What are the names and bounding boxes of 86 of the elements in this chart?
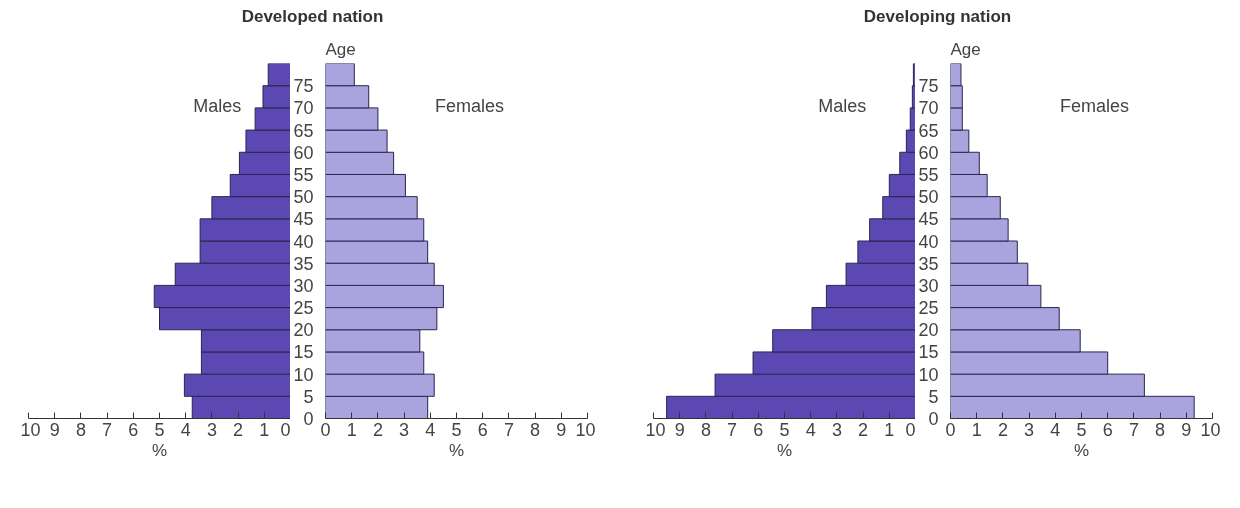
x-tick-label: 0 (320, 419, 331, 440)
x-tick-label: 7 (102, 419, 113, 440)
y-tick-label: 65 (918, 120, 939, 141)
chart-title: Developed nation (241, 6, 384, 28)
x-tick-label: 9 (674, 419, 685, 440)
y-tick-label: 5 (303, 386, 314, 407)
y-tick-label: 70 (918, 98, 939, 119)
x-tick-label: 5 (1076, 419, 1087, 440)
y-tick-label: 50 (918, 187, 939, 208)
x-tick-label: 2 (997, 419, 1008, 440)
x-tick-label: 0 (280, 419, 291, 440)
series-label: Males (193, 96, 242, 117)
x-tick-label: 3 (831, 419, 842, 440)
y-tick-label: 40 (918, 231, 939, 252)
x-tick-label: 4 (805, 419, 816, 440)
y-tick-label: 75 (918, 76, 939, 97)
y-tick-label: 60 (918, 142, 939, 163)
x-tick-label: 6 (477, 419, 488, 440)
y-axis-title: Age (325, 39, 356, 59)
y-tick-label: 35 (293, 253, 314, 274)
x-tick-label: 1 (259, 419, 270, 440)
x-tick-label: 0 (905, 419, 916, 440)
x-axis-title: % (776, 440, 793, 460)
x-tick-label: 10 (1200, 419, 1221, 440)
x-tick-label: 6 (753, 419, 764, 440)
y-tick-label: 65 (293, 120, 314, 141)
y-tick-label: 20 (918, 320, 939, 341)
y-tick-label: 30 (918, 275, 939, 296)
x-tick-label: 7 (727, 419, 738, 440)
x-tick-label: 10 (645, 419, 666, 440)
y-tick-label: 45 (293, 209, 314, 230)
x-tick-label: 8 (1155, 419, 1166, 440)
chart-title: Developing nation (863, 6, 1012, 28)
text: Females (435, 96, 505, 117)
x-tick-label: 9 (1181, 419, 1192, 440)
x-tick-label: 5 (779, 419, 790, 440)
x-tick-label: 6 (1102, 419, 1113, 440)
x-tick-label: 3 (399, 419, 410, 440)
x-tick-label: 10 (575, 419, 596, 440)
y-tick-label: 55 (293, 164, 314, 185)
x-tick-label: 5 (451, 419, 462, 440)
x-tick-label: 2 (372, 419, 383, 440)
y-tick-label: 35 (918, 253, 939, 274)
x-axis-title: % (1073, 440, 1090, 460)
y-tick-label: 10 (293, 364, 314, 385)
y-tick-label: 25 (918, 298, 939, 319)
y-tick-label: 25 (293, 298, 314, 319)
x-tick-label: 2 (858, 419, 869, 440)
x-axis-title: % (151, 440, 168, 460)
y-tick-label: 20 (293, 320, 314, 341)
text: Males (818, 96, 867, 117)
y-tick-label: 15 (918, 342, 939, 363)
y-tick-label: 40 (293, 231, 314, 252)
y-tick-label: 15 (293, 342, 314, 363)
x-axis-title: % (448, 440, 465, 460)
x-tick-label: 2 (233, 419, 244, 440)
y-tick-label: 10 (918, 364, 939, 385)
x-tick-label: 4 (425, 419, 436, 440)
x-tick-label: 8 (530, 419, 541, 440)
x-tick-label: 4 (1050, 419, 1061, 440)
x-tick-label: 3 (206, 419, 217, 440)
x-tick-label: 5 (154, 419, 165, 440)
y-tick-label: 55 (918, 164, 939, 185)
x-tick-label: 7 (1128, 419, 1139, 440)
text: Females (1060, 96, 1130, 117)
y-tick-label: 45 (918, 209, 939, 230)
y-tick-label: 30 (293, 275, 314, 296)
x-tick-label: 8 (75, 419, 86, 440)
y-tick-label: 75 (293, 76, 314, 97)
x-tick-label: 1 (884, 419, 895, 440)
y-tick-label: 5 (928, 386, 939, 407)
y-axis-title: Age (950, 39, 981, 59)
x-tick-label: 8 (700, 419, 711, 440)
x-tick-label: 1 (971, 419, 982, 440)
x-tick-label: 4 (180, 419, 191, 440)
x-tick-label: 3 (1024, 419, 1035, 440)
x-tick-label: 7 (503, 419, 514, 440)
x-tick-label: 1 (346, 419, 357, 440)
x-tick-label: 0 (945, 419, 956, 440)
y-tick-label: 70 (293, 98, 314, 119)
x-tick-label: 6 (128, 419, 139, 440)
x-tick-label: 10 (20, 419, 41, 440)
y-tick-label: 50 (293, 187, 314, 208)
x-tick-label: 9 (556, 419, 567, 440)
x-tick-label: 9 (49, 419, 60, 440)
y-tick-label: 60 (293, 142, 314, 163)
